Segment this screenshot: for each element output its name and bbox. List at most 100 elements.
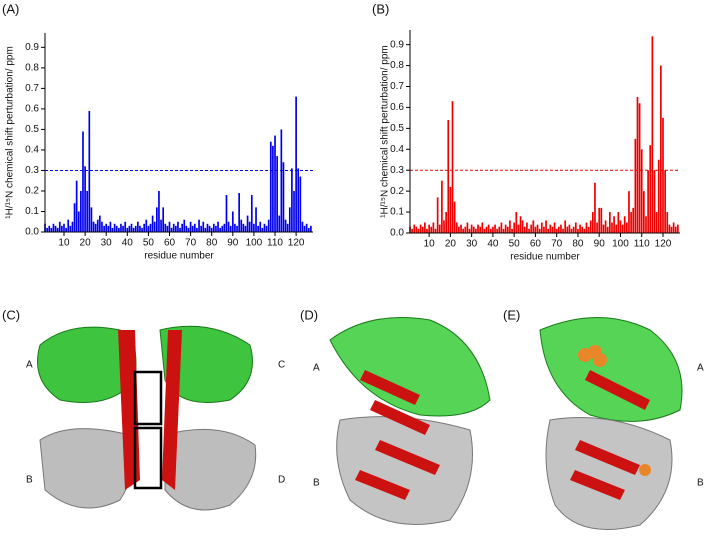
bar: [284, 219, 287, 232]
x-axis-label: residue number: [510, 252, 580, 263]
bar: [498, 226, 501, 233]
bar: [210, 227, 213, 232]
bar: [551, 226, 554, 233]
bar: [500, 222, 503, 233]
bar: [596, 222, 598, 233]
chain-label: A: [313, 363, 320, 374]
panel-label: (B): [372, 1, 389, 16]
bar: [545, 220, 547, 233]
bar: [134, 225, 137, 232]
bar: [643, 191, 645, 233]
bar: [566, 226, 569, 233]
bar: [472, 226, 475, 233]
bar: [521, 220, 524, 233]
bar: [608, 212, 611, 233]
bar: [615, 224, 618, 233]
bar: [96, 219, 99, 232]
bar: [145, 219, 148, 232]
structure-d: A B: [313, 317, 491, 525]
bar: [594, 182, 596, 233]
bar: [655, 212, 658, 233]
bar: [137, 221, 139, 232]
bar: [600, 207, 603, 233]
bar: [481, 222, 484, 233]
bar: [496, 228, 499, 233]
x-tick-label: 60: [530, 239, 542, 250]
bar: [130, 223, 133, 232]
bar: [54, 225, 57, 232]
bar: [651, 36, 654, 233]
y-tick-label: 0.1: [390, 207, 404, 218]
bar: [464, 226, 467, 233]
bar: [562, 228, 564, 233]
bar: [126, 227, 129, 232]
x-tick-label: 30: [101, 238, 113, 249]
bar: [122, 225, 124, 232]
bar: [221, 225, 224, 232]
bar: [90, 207, 93, 232]
bar: [303, 225, 306, 232]
bar: [585, 222, 588, 233]
bar: [246, 215, 249, 232]
bar: [568, 224, 571, 233]
x-tick-label: 110: [267, 238, 283, 249]
y-tick-label: 0.9: [390, 39, 404, 50]
bar: [598, 207, 601, 233]
bar: [557, 226, 560, 233]
bar: [415, 226, 418, 233]
bar: [187, 227, 190, 232]
bar: [432, 222, 435, 233]
bar: [623, 216, 626, 233]
bar: [162, 207, 165, 232]
bar: [515, 212, 518, 233]
y-tick-label: 0.5: [390, 123, 404, 134]
bar: [206, 223, 209, 232]
bar: [674, 226, 677, 233]
bar: [155, 207, 158, 232]
bar: [77, 211, 80, 232]
bar: [445, 212, 447, 233]
bar: [502, 228, 505, 233]
bar: [141, 227, 143, 232]
bar: [56, 227, 59, 232]
bar: [166, 225, 169, 232]
bar: [477, 224, 479, 233]
bar: [229, 225, 232, 232]
bar: [668, 224, 671, 233]
x-tick-label: 50: [509, 239, 521, 250]
bar: [519, 216, 522, 233]
panel-label: (C): [2, 307, 20, 322]
bar: [487, 224, 490, 233]
bar: [560, 224, 562, 233]
bar: [291, 168, 293, 232]
chain-label: B: [313, 478, 320, 489]
x-tick-label: 100: [246, 238, 263, 249]
bar: [453, 201, 456, 233]
bar: [543, 226, 545, 233]
y-tick-label: 0.5: [25, 124, 39, 135]
x-tick-label: 90: [227, 238, 239, 249]
bar: [460, 224, 462, 233]
y-tick-label: 0.1: [25, 206, 39, 217]
bar: [286, 223, 289, 232]
bar: [181, 223, 184, 232]
bar: [602, 224, 605, 233]
x-tick-label: 40: [487, 239, 499, 250]
y-tick-label: 0.0: [25, 227, 39, 238]
chain-label: B: [26, 475, 33, 486]
bar: [295, 96, 297, 233]
bar: [617, 212, 620, 233]
bar: [534, 226, 537, 233]
bar: [255, 207, 257, 232]
bar: [149, 223, 152, 232]
bar: [82, 131, 84, 232]
x-tick-label: 20: [445, 239, 457, 250]
bar: [250, 195, 253, 232]
bar: [111, 227, 114, 232]
bar: [468, 228, 471, 233]
bar: [280, 129, 283, 232]
bar: [240, 219, 243, 232]
y-tick-label: 0.4: [390, 144, 404, 155]
bar: [248, 221, 251, 232]
bar: [244, 225, 247, 232]
